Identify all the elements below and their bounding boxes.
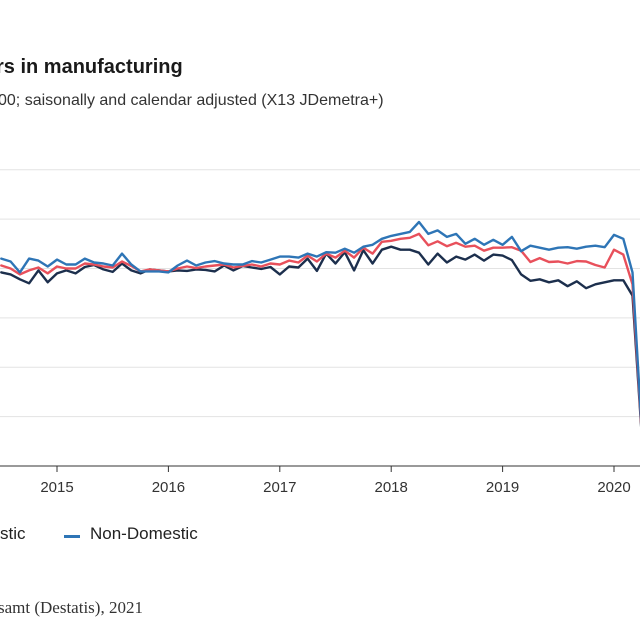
x-tick-label-2015: 2015	[40, 479, 73, 496]
source-note: samt (Destatis), 2021	[0, 598, 143, 617]
legend-item-non-domestic: Non-Domestic	[90, 524, 198, 543]
x-tick-label-2019: 2019	[486, 479, 519, 496]
legend: stic Non-Domestic	[0, 524, 640, 548]
x-tick-label-2020: 2020	[597, 479, 630, 496]
x-tick-label-2017: 2017	[263, 479, 296, 496]
x-axis: 2015 2016 2017 2018 2019 2020	[0, 465, 640, 496]
series-line-domestic	[0, 245, 640, 428]
gridlines	[0, 169, 640, 418]
x-tick-label-2016: 2016	[152, 479, 185, 496]
chart-subtitle: 00; saisonally and calendar adjusted (X1…	[0, 92, 384, 109]
x-tick-label-2018: 2018	[375, 479, 408, 496]
series-lines	[0, 220, 640, 428]
series-line-non-domestic	[0, 220, 640, 422]
legend-swatch-non-domestic	[64, 535, 80, 538]
series-line-total	[0, 232, 640, 425]
chart-title: rs in manufacturing	[0, 56, 183, 78]
legend-item-domestic: stic	[0, 524, 26, 543]
